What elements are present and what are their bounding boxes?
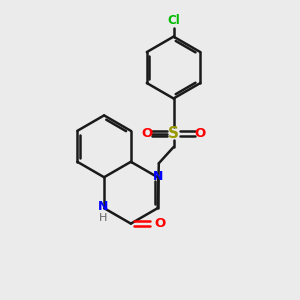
Text: H: H: [99, 213, 108, 223]
Text: Cl: Cl: [167, 14, 180, 27]
Text: O: O: [194, 127, 206, 140]
Text: N: N: [153, 170, 164, 183]
Text: S: S: [168, 126, 179, 141]
Text: O: O: [154, 217, 166, 230]
Text: N: N: [98, 200, 109, 213]
Text: O: O: [141, 127, 153, 140]
